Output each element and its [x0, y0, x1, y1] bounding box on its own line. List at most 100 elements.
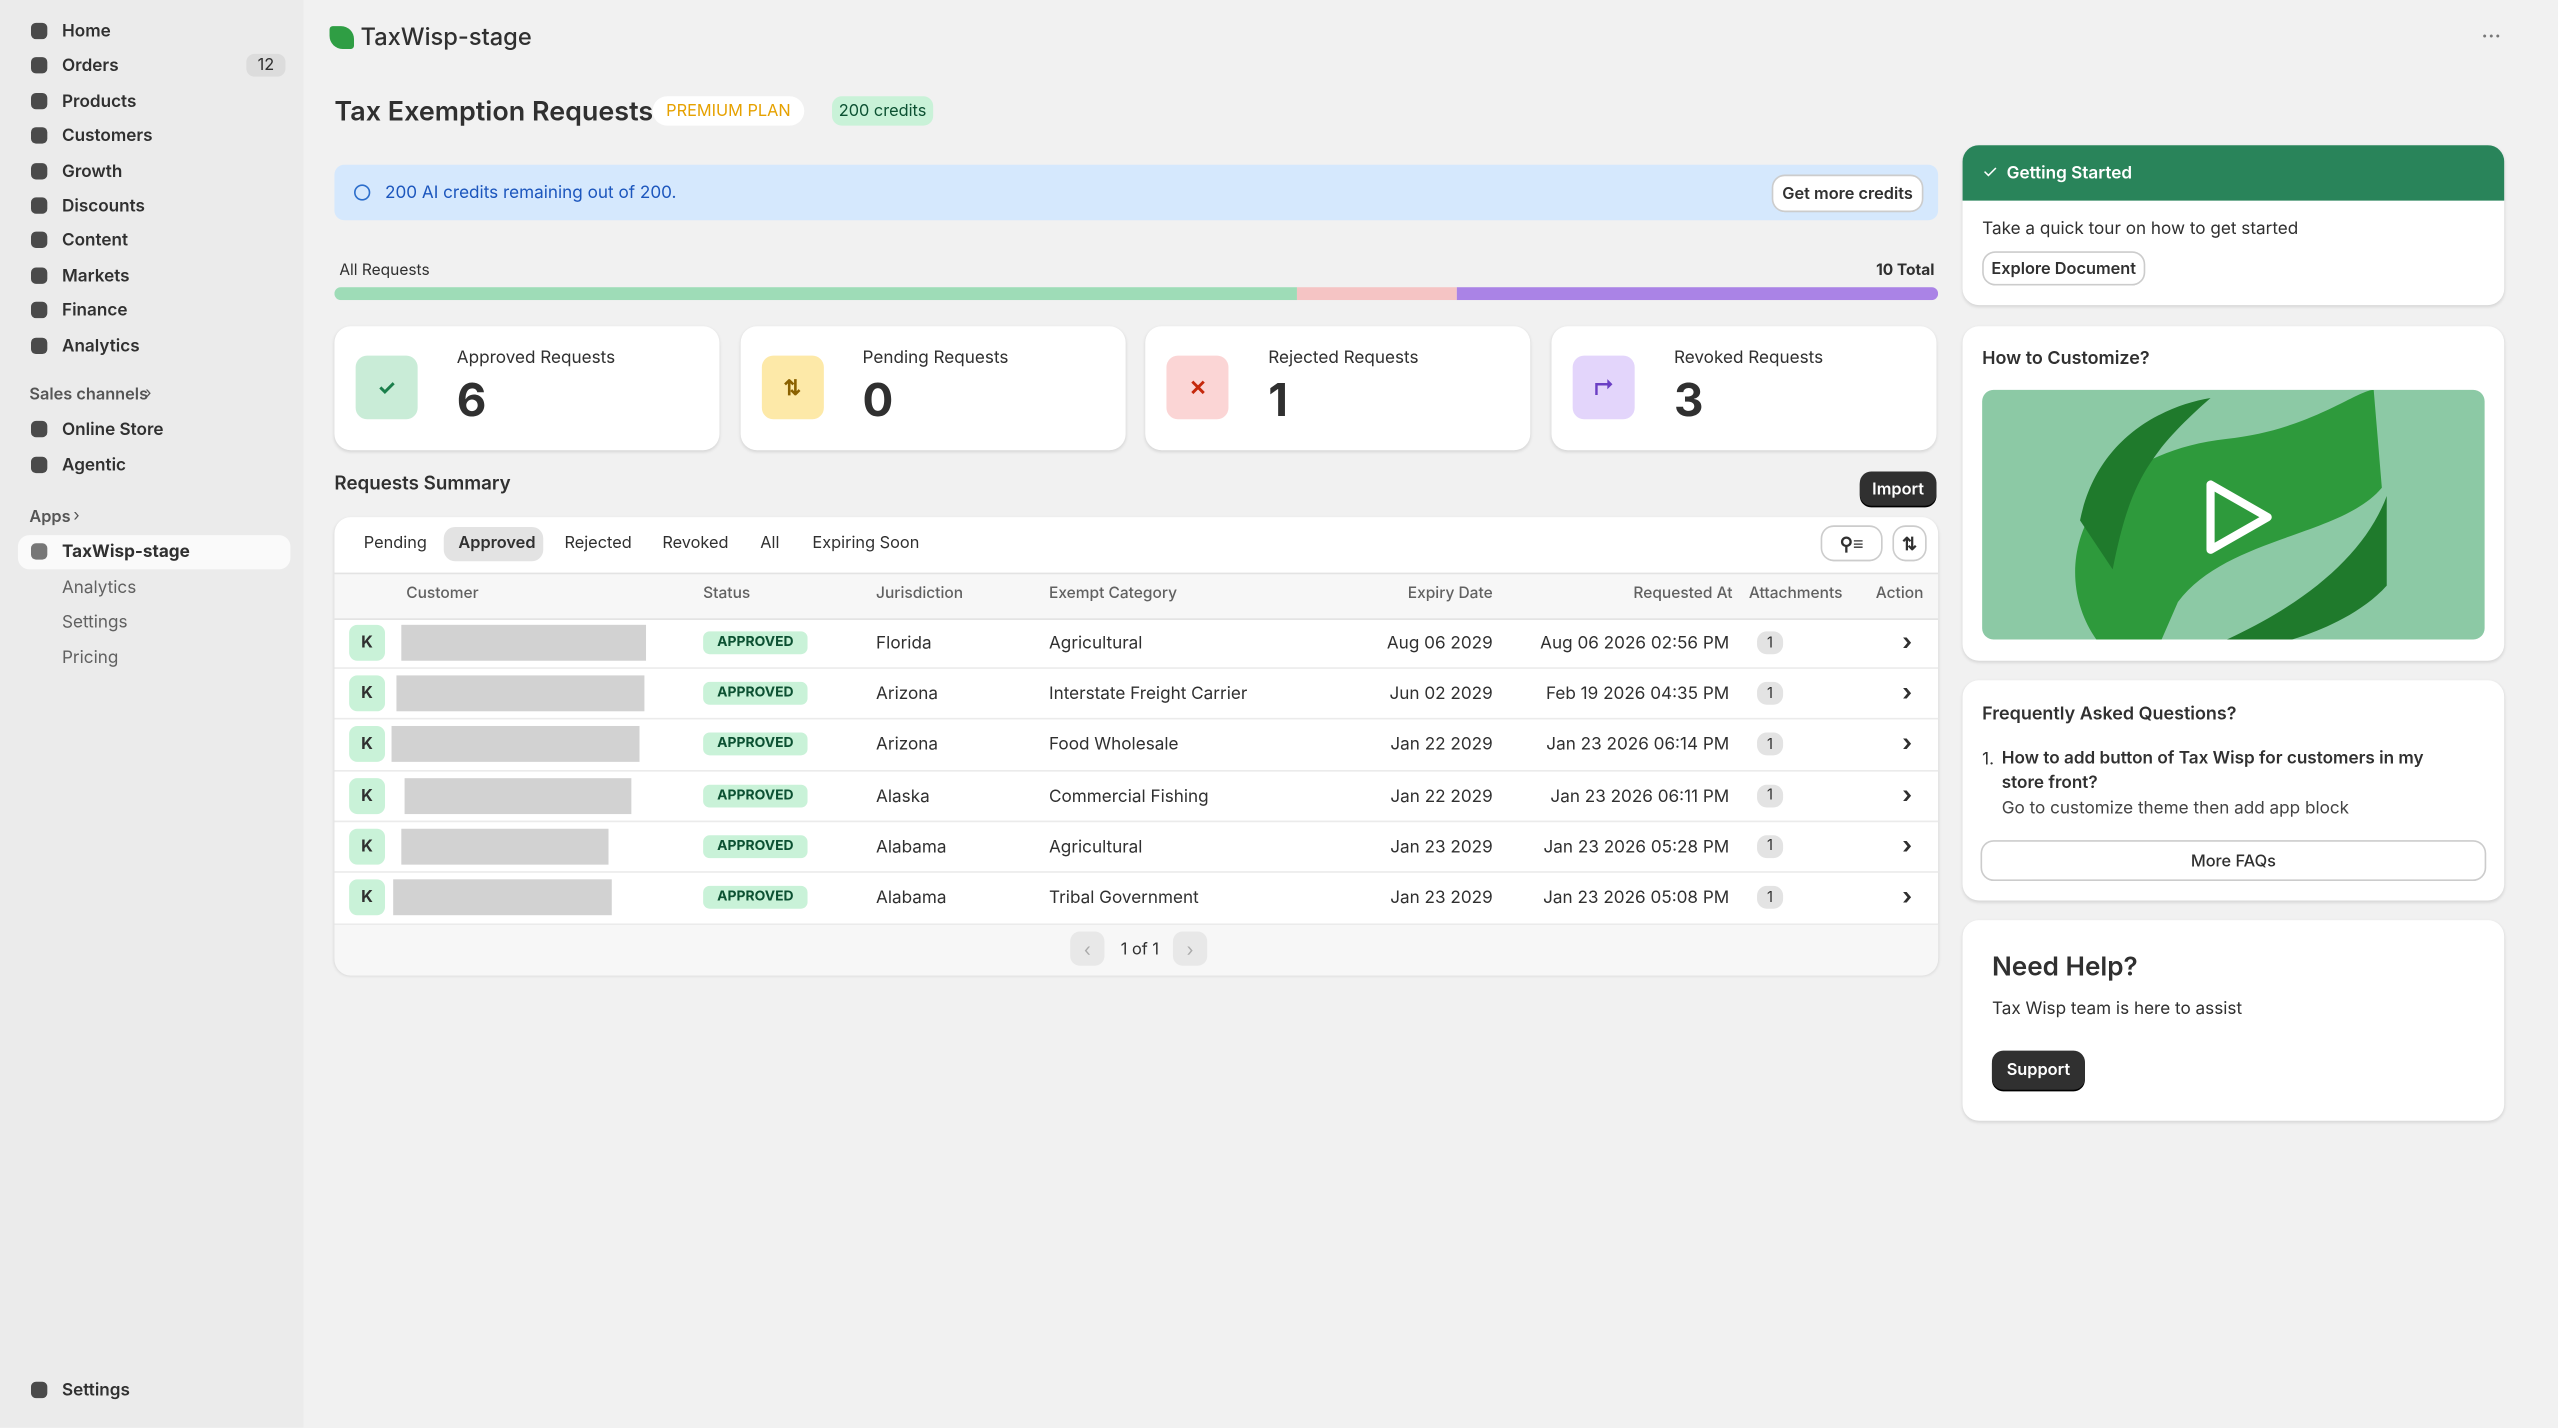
column-header: Attachments — [1748, 584, 1843, 603]
sort-button[interactable]: ⇅ — [1894, 526, 1926, 560]
store-name: TaxWisp-stage — [360, 23, 532, 52]
tab[interactable]: Approved — [458, 533, 536, 554]
nav-icon — [30, 543, 48, 560]
nav-item[interactable]: Agentic — [61, 454, 127, 476]
sidebar — [0, 0, 304, 1428]
section-title: Requests Summary — [334, 471, 511, 495]
nav-item[interactable]: Growth — [61, 160, 123, 182]
tab[interactable]: Rejected — [564, 533, 632, 554]
card-text: Take a quick tour on how to get started — [1982, 217, 2299, 240]
cell: Florida — [876, 632, 932, 654]
cell: Food Wholesale — [1048, 733, 1179, 756]
cell: Feb 19 2026 04:35 PM — [1545, 683, 1730, 705]
cell: Jan 23 2026 05:08 PM — [1543, 886, 1730, 908]
progress-round — [334, 287, 1938, 300]
row-action[interactable]: › — [1902, 628, 1913, 656]
tab[interactable]: All — [760, 533, 780, 554]
cell: Interstate Freight Carrier — [1048, 683, 1248, 705]
row-action[interactable]: › — [1902, 831, 1913, 860]
logo — [329, 26, 355, 49]
explore-button[interactable]: Explore Document — [1983, 252, 2144, 284]
column-header: Exempt Category — [1048, 584, 1178, 603]
nav-icon — [30, 1381, 48, 1399]
pagination-text: 1 of 1 — [1120, 939, 1160, 960]
more-menu[interactable]: ··· — [2481, 22, 2502, 51]
cell: Arizona — [876, 733, 938, 756]
import-button[interactable]: Import — [1859, 471, 1937, 506]
credits-badge: 200 credits — [832, 96, 934, 126]
active-app — [17, 535, 291, 570]
cell: Arizona — [876, 683, 938, 705]
nav-item[interactable]: Settings — [61, 1379, 130, 1401]
nav-icon — [30, 456, 48, 474]
row-action[interactable]: › — [1902, 729, 1913, 758]
status-badge: APPROVED — [703, 834, 808, 858]
redacted-name — [404, 777, 632, 814]
column-header: Customer — [406, 584, 479, 603]
row-divider — [334, 769, 1939, 771]
prev-page[interactable]: ‹ — [1070, 931, 1105, 966]
nav-icon — [30, 337, 48, 354]
video-thumbnail[interactable] — [1982, 389, 2485, 640]
tab-active — [443, 526, 544, 562]
nav-subitem[interactable]: Analytics — [61, 576, 137, 598]
banner-button[interactable]: Get more credits — [1773, 176, 1922, 211]
row-divider — [334, 820, 1939, 822]
redacted-name — [401, 624, 647, 661]
nav-item[interactable]: Products — [61, 90, 137, 112]
tab[interactable]: Revoked — [662, 533, 729, 554]
tab[interactable]: Expiring Soon — [812, 533, 920, 554]
nav-item[interactable]: Discounts — [61, 194, 145, 217]
avatar: K — [349, 828, 386, 865]
status-badge: APPROVED — [703, 682, 808, 706]
nav-icon — [30, 420, 48, 438]
avatar: K — [349, 879, 386, 916]
attachment-badge: 1 — [1757, 733, 1784, 756]
column-header: Action — [1875, 584, 1924, 603]
row-divider — [334, 667, 1939, 670]
next-page[interactable]: › — [1172, 931, 1208, 966]
attachment-badge: 1 — [1757, 631, 1784, 655]
tab[interactable]: Pending — [363, 533, 427, 554]
more-faqs-button[interactable]: More FAQs — [1982, 841, 2485, 880]
avatar: K — [349, 624, 386, 661]
section-heading: Sales channels — [29, 385, 149, 405]
card-text: Tax Wisp team is here to assist — [1991, 997, 2243, 1019]
nav-item[interactable]: Markets — [61, 264, 130, 286]
nav-item[interactable]: TaxWisp-stage — [61, 540, 190, 563]
cell: Jan 23 2026 05:28 PM — [1543, 835, 1730, 857]
row-action[interactable]: › — [1902, 780, 1913, 809]
row-action[interactable]: › — [1902, 882, 1913, 911]
section-heading: Apps — [29, 507, 71, 527]
nav-icon — [30, 22, 48, 40]
cell: Alabama — [876, 886, 947, 908]
cell: Jan 22 2029 — [1390, 784, 1493, 807]
support-button[interactable]: Support — [1991, 1050, 2085, 1090]
cell: Jun 02 2029 — [1389, 683, 1493, 705]
column-header: Requested At — [1633, 584, 1733, 603]
status-badge: APPROVED — [703, 733, 808, 756]
nav-item[interactable]: Finance — [61, 299, 128, 321]
status-badge: APPROVED — [703, 885, 808, 909]
attachment-badge: 1 — [1757, 834, 1784, 858]
cell: Tribal Government — [1048, 886, 1199, 908]
nav-item[interactable]: Customers — [61, 125, 153, 147]
stat-label: Revoked Requests — [1673, 346, 1824, 368]
nav-item[interactable]: Content — [61, 229, 129, 252]
cell: Jan 23 2029 — [1390, 886, 1493, 908]
cell: Jan 22 2029 — [1390, 733, 1493, 756]
nav-item[interactable]: Analytics — [61, 334, 140, 356]
nav-subitem[interactable]: Pricing — [61, 646, 119, 668]
nav-item[interactable]: Orders — [61, 55, 119, 77]
nav-subitem[interactable]: Settings — [61, 611, 128, 633]
row-action[interactable]: › — [1902, 678, 1913, 707]
pagination-bar — [334, 923, 1939, 976]
nav-item[interactable]: Online Store — [61, 418, 164, 440]
search-filter-button[interactable]: ⚲≡ — [1822, 526, 1882, 560]
stat-icon: ✓ — [355, 355, 418, 420]
cell: Aug 06 2029 — [1386, 632, 1493, 654]
redacted-name — [391, 726, 640, 763]
progress-segment — [334, 287, 1297, 301]
nav-item[interactable]: Home — [61, 20, 111, 42]
